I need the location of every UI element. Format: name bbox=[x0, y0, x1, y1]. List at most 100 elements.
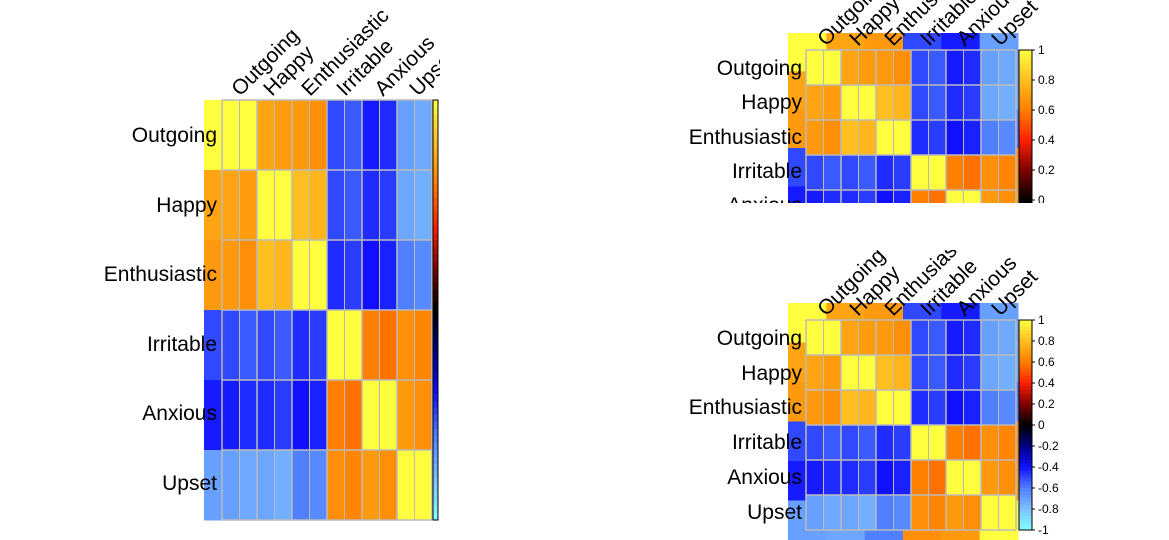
heatmap-cell bbox=[858, 102, 877, 121]
heatmap-cell bbox=[806, 355, 824, 373]
heatmap-cell bbox=[981, 355, 999, 373]
colorbar-segment bbox=[1019, 428, 1032, 433]
heatmap-cell bbox=[893, 390, 912, 408]
heatmap-cell bbox=[823, 137, 842, 156]
heatmap-cell bbox=[858, 460, 877, 478]
heatmap-cell bbox=[274, 240, 293, 311]
colorbar-segment bbox=[433, 373, 438, 381]
heatmap-cell bbox=[841, 85, 859, 103]
colorbar-segment bbox=[433, 464, 438, 472]
colorbar-segment bbox=[1019, 463, 1032, 468]
colorbar-segment bbox=[1019, 246, 1032, 250]
heatmap-cell bbox=[911, 172, 929, 191]
heatmap-cell bbox=[327, 240, 345, 311]
colorbar-segment bbox=[433, 359, 438, 367]
heatmap-cell bbox=[858, 155, 877, 173]
heatmap-cell bbox=[963, 67, 982, 86]
colorbar-segment bbox=[1019, 127, 1032, 131]
colorbar-segment bbox=[1019, 165, 1032, 170]
heatmap-cell bbox=[841, 477, 859, 496]
heatmap-cell bbox=[859, 208, 877, 226]
heatmap-cell bbox=[893, 320, 912, 338]
heatmap-cell bbox=[806, 407, 824, 426]
heatmap-cell bbox=[893, 512, 912, 531]
heatmap-cell bbox=[823, 172, 842, 191]
row-label: Happy bbox=[741, 91, 802, 114]
heatmap-cell bbox=[928, 390, 947, 408]
colorbar-segment bbox=[1019, 386, 1032, 391]
heatmap-cell bbox=[893, 460, 912, 478]
colorbar-segment bbox=[433, 429, 438, 437]
colorbar-segment bbox=[1019, 137, 1032, 142]
heatmap-cell bbox=[981, 337, 999, 356]
colorbar-segment bbox=[1019, 253, 1032, 257]
colorbar-segment bbox=[1019, 351, 1032, 356]
heatmap-cell bbox=[841, 460, 859, 478]
heatmap-cell bbox=[824, 243, 842, 261]
colorbar-segment bbox=[1019, 407, 1032, 412]
heatmap-cell bbox=[893, 155, 912, 173]
heatmap-cell bbox=[379, 310, 398, 381]
heatmap-cell bbox=[981, 390, 999, 408]
colorbar-segment bbox=[1019, 435, 1032, 440]
row-label: Anxious bbox=[727, 194, 802, 217]
heatmap-cell bbox=[963, 495, 982, 513]
colorbar-segment bbox=[1019, 176, 1032, 180]
colorbar-tick-label: -0.6 bbox=[1038, 481, 1059, 495]
heatmap-cell bbox=[806, 120, 824, 138]
colorbar-segment bbox=[1019, 404, 1032, 408]
heatmap-cell bbox=[998, 495, 1017, 513]
heatmap-cell bbox=[858, 407, 877, 426]
heatmap-cell bbox=[379, 450, 398, 521]
colorbar-segment bbox=[1019, 414, 1032, 419]
heatmap-cell bbox=[998, 137, 1017, 156]
colorbar-segment bbox=[1019, 204, 1032, 208]
heatmap-cell bbox=[309, 170, 328, 241]
colorbar-segment bbox=[1019, 236, 1032, 240]
colorbar-segment bbox=[1019, 193, 1032, 198]
heatmap-cell bbox=[911, 337, 929, 356]
colorbar-segment bbox=[433, 324, 438, 332]
heatmap-cell bbox=[876, 50, 894, 68]
heatmap-cell bbox=[806, 102, 824, 121]
heatmap-cell bbox=[893, 190, 912, 203]
heatmap-cell bbox=[858, 495, 877, 513]
heatmap-cell bbox=[928, 67, 947, 86]
heatmap-cell bbox=[876, 495, 894, 513]
colorbar-segment bbox=[1019, 411, 1032, 415]
heatmap-cell bbox=[911, 442, 929, 461]
heatmap-cell bbox=[893, 137, 912, 156]
heatmap-cell bbox=[911, 137, 929, 156]
heatmap-cell bbox=[911, 355, 929, 373]
colorbar-segment bbox=[433, 233, 438, 241]
heatmap-cell bbox=[894, 243, 912, 261]
heatmap-cell bbox=[309, 100, 328, 171]
heatmap-cell bbox=[841, 190, 859, 203]
heatmap-cell bbox=[928, 320, 947, 338]
heatmap-cell bbox=[946, 190, 964, 203]
colorbar-segment bbox=[433, 254, 438, 262]
heatmap-cell bbox=[946, 137, 964, 156]
heatmap-cell bbox=[222, 100, 240, 171]
colorbar-segment bbox=[1019, 348, 1032, 352]
colorbar-segment bbox=[1019, 208, 1032, 212]
colorbar-segment bbox=[433, 415, 438, 423]
colorbar-segment bbox=[1019, 488, 1032, 492]
heatmap-cell bbox=[823, 477, 842, 496]
heatmap-cell bbox=[928, 120, 947, 138]
heatmap-cell bbox=[841, 137, 859, 156]
heatmap-cell bbox=[981, 460, 999, 478]
colorbar-segment bbox=[1019, 53, 1032, 58]
heatmap-cell bbox=[823, 442, 842, 461]
heatmap-cell bbox=[981, 372, 999, 391]
heatmap-cell bbox=[998, 337, 1017, 356]
heatmap-cell bbox=[859, 225, 877, 243]
colorbar-segment bbox=[433, 282, 438, 290]
heatmap-cell bbox=[823, 85, 842, 103]
colorbar-segment bbox=[433, 121, 438, 129]
heatmap-cell bbox=[823, 372, 842, 391]
colorbar-segment bbox=[1019, 505, 1032, 510]
heatmap-cell bbox=[362, 100, 380, 171]
heatmap-cell bbox=[928, 355, 947, 373]
colorbar-segment bbox=[433, 142, 438, 150]
